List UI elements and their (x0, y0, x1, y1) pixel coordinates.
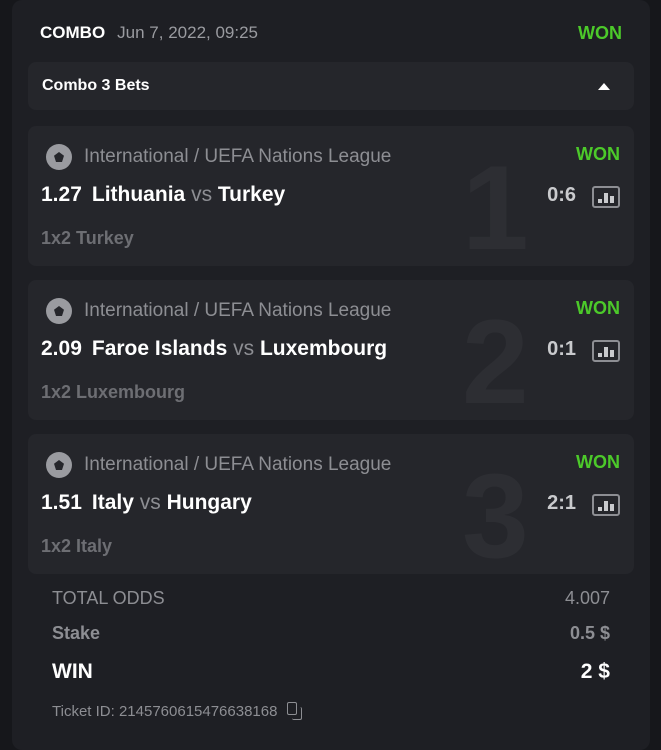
away-team: Turkey (217, 183, 286, 206)
stats-icon[interactable] (592, 186, 620, 208)
win-value: 2 $ (580, 660, 610, 683)
pick: 1x2 Turkey (41, 228, 134, 248)
caret-up-icon (598, 82, 610, 90)
bet-status: WON (576, 298, 620, 318)
away-team: Hungary (166, 491, 252, 514)
bet-card[interactable]: 2 International / UEFA Nations League WO… (28, 280, 634, 420)
combo-toggle[interactable]: Combo 3 Bets (28, 62, 634, 110)
away-team: Luxembourg (259, 337, 388, 360)
total-odds-label: TOTAL ODDS (52, 588, 165, 608)
vs-label: vs (139, 491, 161, 514)
bet-date: Jun 7, 2022, 09:25 (117, 23, 259, 42)
league: International / UEFA Nations League (46, 298, 391, 324)
combo-label: Combo 3 Bets (42, 77, 150, 94)
bet-index: 1 (462, 141, 529, 266)
home-team: Italy (91, 491, 134, 514)
bet-type: COMBO (40, 23, 106, 42)
stats-icon[interactable] (592, 494, 620, 516)
score: 0:6 (547, 184, 576, 206)
bet-slip-panel: COMBO Jun 7, 2022, 09:25 WON Combo 3 Bet… (12, 0, 650, 750)
odds: 1.51 (41, 491, 82, 514)
total-odds-row: TOTAL ODDS 4.007 (52, 588, 610, 609)
league-name: International / UEFA Nations League (84, 454, 392, 475)
stake-value: 0.5 $ (569, 623, 610, 643)
bet-header: COMBO Jun 7, 2022, 09:25 WON (40, 20, 622, 46)
league-name: International / UEFA Nations League (84, 300, 392, 321)
odds: 1.27 (41, 183, 82, 206)
home-team: Faroe Islands (91, 337, 228, 360)
win-label: WIN (52, 660, 93, 683)
odds: 2.09 (41, 337, 82, 360)
score: 0:1 (547, 338, 576, 360)
ticket-row: Ticket ID: 2145760615476638168 (52, 702, 610, 720)
match: 2.09 Faroe Islands vs Luxembourg (41, 337, 387, 361)
bet-index: 2 (462, 295, 529, 420)
pick: 1x2 Italy (41, 536, 113, 556)
league: International / UEFA Nations League (46, 452, 391, 478)
stake-row: Stake 0.5 $ (52, 623, 610, 644)
stake-label: Stake (52, 623, 101, 643)
vs-label: vs (233, 337, 255, 360)
bet-status: WON (576, 144, 620, 164)
soccer-ball-icon (46, 144, 72, 170)
soccer-ball-icon (46, 452, 72, 478)
pick: 1x2 Luxembourg (41, 382, 186, 402)
league: International / UEFA Nations League (46, 144, 391, 170)
bet-index: 3 (462, 449, 529, 574)
home-team: Lithuania (91, 183, 186, 206)
bet-card[interactable]: 1 International / UEFA Nations League WO… (28, 126, 634, 266)
league-name: International / UEFA Nations League (84, 146, 392, 167)
copy-icon[interactable] (287, 702, 303, 720)
stats-icon[interactable] (592, 340, 620, 362)
ticket-id: Ticket ID: 2145760615476638168 (52, 702, 278, 720)
bet-card[interactable]: 3 International / UEFA Nations League WO… (28, 434, 634, 574)
total-odds-value: 4.007 (564, 588, 610, 608)
score: 2:1 (547, 492, 576, 514)
match: 1.27 Lithuania vs Turkey (41, 183, 285, 207)
win-row: WIN 2 $ (52, 660, 610, 684)
vs-label: vs (191, 183, 213, 206)
bet-status: WON (578, 22, 622, 43)
soccer-ball-icon (46, 298, 72, 324)
match: 1.51 Italy vs Hungary (41, 491, 252, 515)
bet-status: WON (576, 452, 620, 472)
